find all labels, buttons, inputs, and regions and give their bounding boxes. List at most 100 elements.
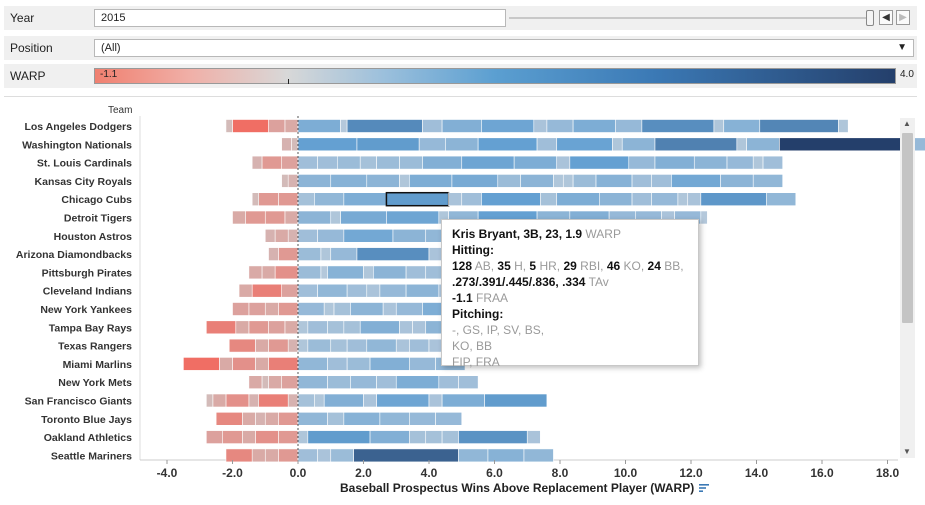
chevron-right-icon[interactable]: ▶ — [896, 10, 910, 25]
bar-segment — [435, 411, 463, 426]
bar-segment — [520, 174, 554, 188]
scroll-up-icon[interactable]: ▲ — [903, 119, 911, 128]
bar-segment — [461, 155, 515, 170]
bar-segment-negative — [228, 338, 256, 353]
bar-segment-negative — [206, 430, 223, 444]
bar-segment — [323, 302, 335, 316]
year-value-field[interactable]: 2015 — [94, 9, 506, 27]
tooltip-stat-value: 46 — [606, 259, 621, 273]
bar-segment-negative — [268, 375, 282, 390]
x-tick-label: 8.0 — [552, 466, 569, 480]
bar-segment — [595, 174, 633, 188]
bar-segment-negative — [248, 320, 269, 335]
bar-segment — [340, 119, 348, 133]
sort-descending-icon[interactable] — [699, 483, 709, 493]
team-label: Tampa Bay Rays — [49, 322, 132, 334]
bar-segment — [399, 320, 413, 335]
bar-segment-negative — [242, 411, 256, 426]
x-tick-label: 10.0 — [614, 466, 638, 480]
bar-segment — [441, 430, 459, 444]
tooltip-pitching-line1: -, GS, IP, SV, BS, — [452, 323, 545, 337]
bar-segment — [687, 192, 702, 206]
bar-segment — [346, 283, 368, 298]
position-dropdown[interactable]: (All) ▼ — [94, 39, 914, 57]
x-tick-label: -4.0 — [157, 466, 178, 480]
bar-segment — [752, 155, 764, 170]
bar-segment-negative — [232, 357, 256, 371]
bar-segment — [297, 283, 318, 298]
bar-segment — [631, 192, 652, 206]
bar-segment-negative — [245, 210, 266, 225]
bar-segment-negative — [222, 430, 243, 444]
bar-segment — [330, 210, 341, 225]
bar-segment-negative — [255, 357, 269, 371]
bar-segment — [487, 448, 525, 463]
team-label: Pittsburgh Pirates — [42, 267, 133, 279]
bar-segment — [438, 375, 459, 390]
bar-segment — [779, 137, 911, 152]
scroll-down-icon[interactable]: ▼ — [903, 447, 911, 456]
bar-segment — [448, 192, 463, 206]
tooltip-slash-line: .273/.391/.445/.836, .334 TAv — [452, 274, 688, 290]
bar-segment — [346, 357, 371, 371]
player-tooltip: Kris Bryant, 3B, 23, 1.9 WARP Hitting: 1… — [441, 219, 699, 369]
year-slider-thumb[interactable] — [866, 10, 874, 26]
bar-segment — [651, 192, 679, 206]
bar-segment-negative — [225, 448, 253, 463]
bar-segment — [350, 302, 384, 316]
bar-segment-negative — [287, 338, 299, 353]
bar-segment — [359, 320, 400, 335]
bar-segment — [366, 174, 400, 188]
bar-segment — [428, 393, 443, 408]
bar-segment — [350, 375, 377, 390]
bar-segment — [327, 411, 345, 426]
x-axis-title: Baseball Prospectus Wins Above Replaceme… — [340, 481, 695, 495]
bar-segment-negative — [278, 430, 299, 444]
chevron-down-icon: ▼ — [897, 42, 907, 53]
tooltip-stat-value: 128 — [452, 259, 473, 273]
team-label: Oakland Athletics — [44, 432, 132, 444]
bar-segment — [458, 448, 489, 463]
bar-segment — [307, 338, 332, 353]
year-slider-track[interactable] — [509, 17, 872, 19]
bar-segment — [523, 448, 554, 463]
bar-segment — [536, 137, 558, 152]
bar-segment — [395, 338, 410, 353]
bar-segment-negative — [287, 393, 299, 408]
bar-segment — [314, 393, 325, 408]
x-tick-label: 6.0 — [486, 466, 503, 480]
bar-segment — [382, 302, 397, 316]
chevron-left-icon[interactable]: ◀ — [879, 10, 893, 25]
team-label: Seattle Mariners — [51, 450, 132, 462]
bar-segment — [376, 375, 397, 390]
bar-segment-negative — [268, 119, 286, 133]
bar-segment-negative — [264, 411, 279, 426]
bar-segment-negative — [235, 320, 250, 335]
bar-segment — [556, 192, 600, 206]
bar-segment — [693, 155, 728, 170]
team-label: San Francisco Giants — [25, 396, 133, 408]
x-tick-label: 4.0 — [421, 466, 438, 480]
bar-segment — [297, 229, 318, 243]
position-value: (All) — [101, 42, 121, 54]
team-label: Los Angeles Dodgers — [24, 121, 132, 133]
tooltip-stat-label: RBI, — [576, 259, 607, 273]
bar-segment — [327, 375, 351, 390]
tooltip-pitching-line2: KO, BB — [452, 339, 493, 353]
warp-label: WARP — [10, 69, 46, 83]
bar-segment — [572, 119, 616, 133]
bar-segment — [327, 320, 345, 335]
bar-segment — [379, 411, 410, 426]
bar-segment — [343, 411, 381, 426]
tooltip-pitching-line3: FIP, FRA — [452, 355, 500, 369]
bar-segment-negative — [251, 283, 282, 298]
bar-segment — [363, 393, 377, 408]
team-label: Kansas City Royals — [35, 176, 133, 188]
bar-segment — [621, 137, 656, 152]
bar-segment — [654, 155, 695, 170]
bar-segment — [376, 155, 400, 170]
scrollbar-thumb[interactable] — [902, 133, 913, 323]
bar-segment — [327, 265, 364, 280]
bar-segment — [297, 174, 332, 188]
bar-segment-negative — [225, 119, 233, 133]
